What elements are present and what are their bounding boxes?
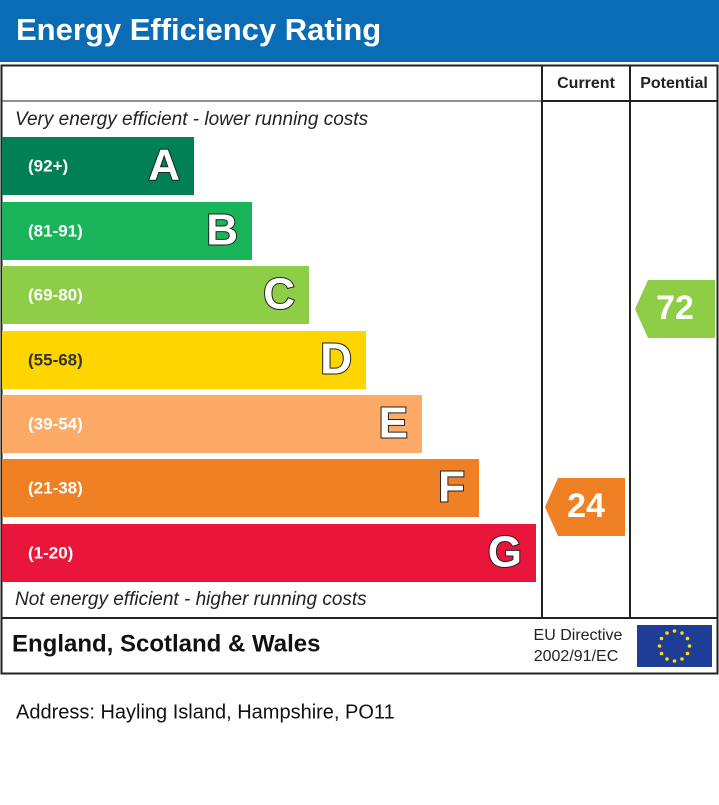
eu-star bbox=[657, 644, 662, 648]
band-bar bbox=[2, 266, 309, 324]
band-letter: B bbox=[206, 206, 238, 255]
band-range: (81-91) bbox=[28, 221, 83, 240]
eu-star bbox=[680, 631, 684, 635]
band-bar bbox=[2, 137, 194, 195]
potential-rating: 72 bbox=[656, 289, 694, 327]
frame bbox=[0, 64, 719, 675]
band-bar bbox=[2, 331, 366, 389]
region: England, Scotland & Wales bbox=[12, 630, 320, 657]
directive-code: 2002/91/EC bbox=[534, 648, 619, 665]
eu-star bbox=[665, 657, 669, 661]
eu-star bbox=[659, 651, 664, 656]
eu-star bbox=[685, 636, 690, 641]
band-letter: G bbox=[488, 528, 522, 577]
band-bar bbox=[2, 459, 479, 517]
current-rating-arrow bbox=[545, 478, 625, 536]
band-letter: A bbox=[148, 141, 180, 190]
eu-star bbox=[672, 659, 677, 663]
column-header: Potential bbox=[640, 75, 708, 92]
directive: EU Directive bbox=[534, 627, 623, 644]
band-range: (69-80) bbox=[28, 285, 83, 304]
eu-star bbox=[659, 636, 664, 641]
top-note: Very energy efficient - lower running co… bbox=[15, 109, 369, 130]
band-range: (55-68) bbox=[28, 350, 83, 369]
band-range: (92+) bbox=[28, 156, 68, 175]
address: Address: Hayling Island, Hampshire, PO11 bbox=[16, 701, 395, 723]
band-bar bbox=[2, 202, 252, 260]
eu-star bbox=[685, 651, 690, 656]
band-range: (39-54) bbox=[28, 414, 83, 433]
potential-rating-arrow bbox=[635, 280, 715, 338]
eu-stars bbox=[657, 629, 692, 663]
eu-star bbox=[687, 644, 692, 648]
band-bar bbox=[2, 524, 536, 582]
column-header: Current bbox=[557, 75, 615, 92]
title: Energy Efficiency Rating bbox=[16, 12, 381, 47]
eu-star bbox=[672, 629, 677, 633]
band-bar bbox=[2, 395, 422, 453]
header-bar bbox=[0, 0, 719, 62]
band-letter: F bbox=[438, 463, 465, 512]
band-letter: C bbox=[263, 270, 295, 319]
eu-star bbox=[680, 657, 684, 661]
band-letter: D bbox=[320, 335, 352, 384]
band-letter: E bbox=[379, 399, 408, 448]
band-range: (21-38) bbox=[28, 478, 83, 497]
band-range: (1-20) bbox=[28, 543, 73, 562]
current-rating: 24 bbox=[567, 487, 605, 525]
bottom-note: Not energy efficient - higher running co… bbox=[15, 589, 367, 610]
eu-star bbox=[665, 631, 669, 635]
